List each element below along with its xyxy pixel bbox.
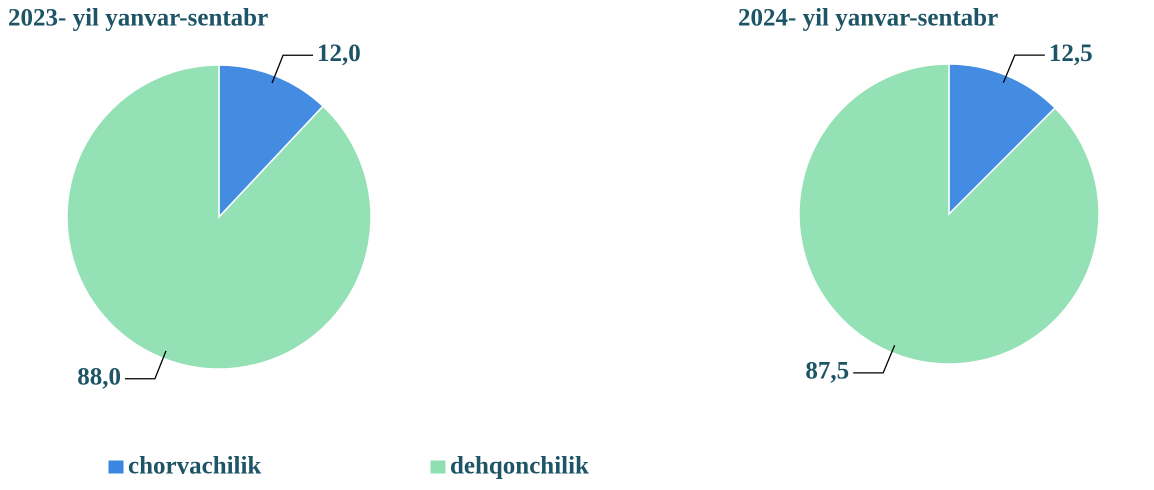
legend-swatch [107, 459, 125, 475]
legend-label: dehqonchilik [450, 453, 589, 480]
leader-line [853, 344, 896, 374]
legend-label: chorvachilik [128, 453, 261, 480]
chart-title: 2024- yil yanvar-sentabr [738, 5, 998, 32]
legend-swatch [429, 459, 447, 475]
pie-slice [66, 64, 372, 370]
data-label: 12,0 [317, 40, 361, 67]
data-label: 12,5 [1049, 40, 1093, 67]
data-label: 88,0 [77, 364, 121, 391]
chart-title: 2023- yil yanvar-sentabr [8, 5, 268, 32]
pie-slice [798, 63, 1100, 365]
leader-line [124, 350, 167, 380]
leader-line [271, 54, 314, 84]
leader-line [1002, 54, 1045, 84]
data-label: 87,5 [805, 358, 849, 385]
